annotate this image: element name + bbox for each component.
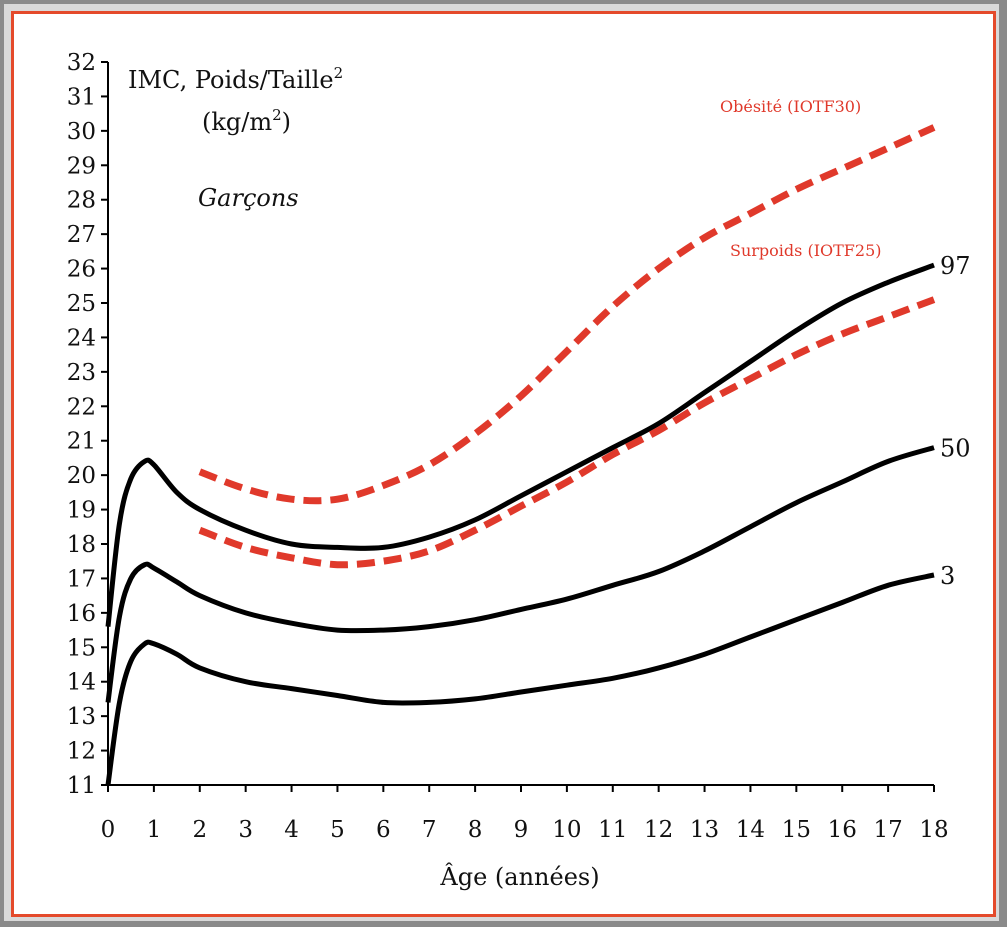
x-tick-label: 1 (147, 817, 162, 843)
x-tick-label: 6 (376, 817, 391, 843)
y-tick-label: 13 (67, 704, 96, 730)
chart-title-superscript: 2 (334, 64, 344, 82)
x-tick-label: 3 (238, 817, 253, 843)
x-tick-label: 8 (468, 817, 483, 843)
y-tick-label: 31 (67, 84, 96, 110)
y-tick-label: 32 (67, 50, 96, 76)
y-tick-label: 12 (67, 739, 96, 765)
x-tick-label: 2 (192, 817, 207, 843)
y-tick-label: 28 (67, 188, 96, 214)
y-tick-label: 15 (67, 635, 96, 661)
x-tick-label: 11 (598, 817, 627, 843)
x-tick-label: 16 (828, 817, 857, 843)
y-tick-label: 23 (67, 360, 96, 386)
series-lines (105, 124, 936, 786)
y-tick-label: 17 (67, 566, 96, 592)
chart-unit: (kg/m2) (202, 106, 291, 136)
chart-title-main: IMC, Poids/Taille (128, 66, 334, 94)
chart-title: IMC, Poids/Taille2 (128, 64, 343, 94)
x-tick-label: 5 (330, 817, 345, 843)
y-tick-label: 16 (67, 601, 96, 627)
series-end-label-50: 50 (940, 435, 971, 463)
overweight-label: Surpoids (IOTF25) (730, 241, 882, 260)
x-tick-label: 4 (284, 817, 299, 843)
x-tick-label: 10 (552, 817, 581, 843)
y-tick-label: 27 (67, 222, 96, 248)
y-tick-label: 21 (67, 429, 96, 455)
y-tick-label: 19 (67, 498, 96, 524)
series-line-surpoids-iotf25 (198, 296, 936, 569)
y-tick-label: 14 (67, 670, 96, 696)
series-labels: 97 50 3 Obésité (IOTF30) Surpoids (IOTF25) (720, 97, 971, 590)
x-tick-label: 12 (644, 817, 673, 843)
chart-subtitle: Garçons (198, 184, 299, 212)
series-end-label-3: 3 (940, 562, 955, 590)
obesity-label: Obésité (IOTF30) (720, 97, 861, 116)
y-tick-label: 29 (67, 153, 96, 179)
chart-unit-main: (kg/m (202, 108, 272, 136)
y-tick-label: 20 (67, 463, 96, 489)
chart-panel (11, 11, 996, 917)
y-tick-label: 25 (67, 291, 96, 317)
x-tick-label: 7 (422, 817, 437, 843)
y-tick-label: 26 (67, 257, 96, 283)
x-tick-label: 9 (514, 817, 529, 843)
x-axis-label: Âge (années) (439, 862, 599, 891)
x-tick-label: 18 (919, 817, 948, 843)
series-line-50 (105, 445, 935, 703)
x-tick-label: 17 (873, 817, 902, 843)
y-tick-label: 11 (67, 773, 96, 799)
series-end-label-97: 97 (940, 252, 971, 280)
ticks: 1112131415161718192021222324252627282930… (67, 50, 949, 843)
x-tick-label: 13 (690, 817, 719, 843)
chart-unit-superscript: 2 (272, 106, 282, 124)
chart-unit-close: ) (282, 108, 291, 136)
x-tick-label: 14 (736, 817, 765, 843)
series-line-97 (105, 262, 935, 627)
series-line-3 (105, 572, 935, 786)
y-tick-label: 18 (67, 532, 96, 558)
series-line-ob-sit-iotf30 (198, 124, 936, 505)
y-tick-label: 22 (67, 394, 96, 420)
x-tick-label: 15 (782, 817, 811, 843)
y-tick-label: 24 (67, 325, 96, 351)
y-tick-label: 30 (67, 119, 96, 145)
x-tick-label: 0 (101, 817, 116, 843)
